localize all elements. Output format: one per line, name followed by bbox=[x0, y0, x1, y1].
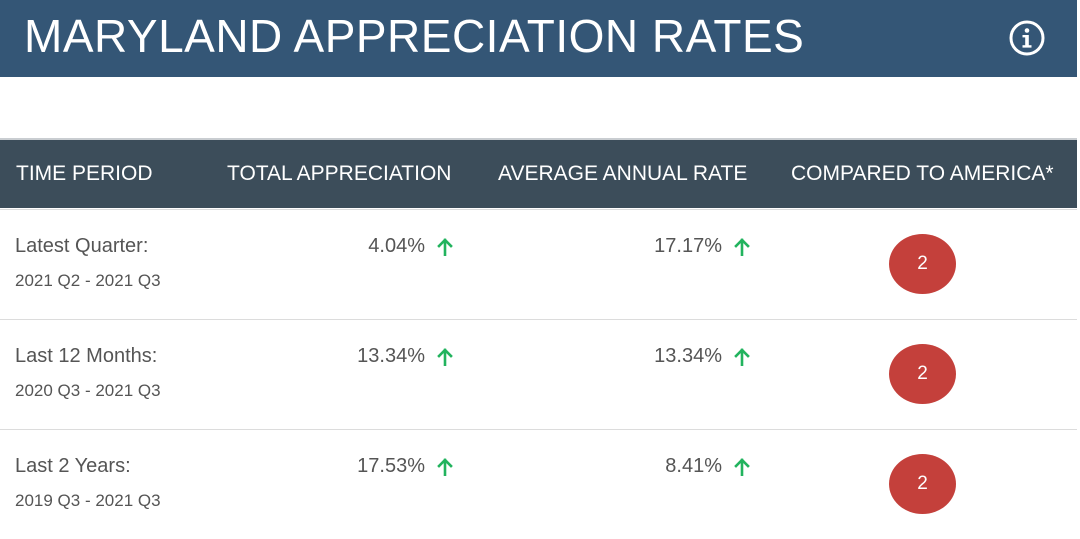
column-header-compared-to-america: COMPARED TO AMERICA* bbox=[791, 162, 1054, 185]
table-header: TIME PERIOD TOTAL APPRECIATION AVERAGE A… bbox=[0, 138, 1077, 208]
average-annual-rate-value: 8.41% bbox=[665, 455, 722, 477]
period-range: 2020 Q3 - 2021 Q3 bbox=[15, 381, 161, 400]
column-header-time-period: TIME PERIOD bbox=[16, 162, 153, 185]
average-annual-rate-value: 13.34% bbox=[654, 345, 722, 367]
arrow-up-icon bbox=[437, 238, 453, 256]
column-header-average-annual-rate: AVERAGE ANNUAL RATE bbox=[498, 162, 748, 185]
period-label: Last 12 Months: bbox=[15, 345, 158, 367]
average-annual-rate-value: 17.17% bbox=[654, 235, 722, 257]
arrow-up-icon bbox=[734, 238, 750, 256]
table-row: Latest Quarter: 2021 Q2 - 2021 Q3 4.04% … bbox=[0, 209, 1077, 319]
period-label: Last 2 Years: bbox=[15, 455, 131, 477]
info-icon[interactable] bbox=[1009, 20, 1045, 56]
arrow-up-icon bbox=[734, 348, 750, 366]
period-label: Latest Quarter: bbox=[15, 235, 149, 257]
period-range: 2019 Q3 - 2021 Q3 bbox=[15, 491, 161, 510]
table-row: Last 2 Years: 2019 Q3 - 2021 Q3 17.53% 8… bbox=[0, 429, 1077, 539]
arrow-up-icon bbox=[437, 348, 453, 366]
rank-badge: 2 bbox=[889, 454, 956, 514]
period-range: 2021 Q2 - 2021 Q3 bbox=[15, 271, 161, 290]
arrow-up-icon bbox=[437, 458, 453, 476]
total-appreciation-value: 4.04% bbox=[368, 235, 425, 257]
column-header-total-appreciation: TOTAL APPRECIATION bbox=[227, 162, 452, 185]
arrow-up-icon bbox=[734, 458, 750, 476]
rank-badge: 2 bbox=[889, 344, 956, 404]
page-title: MARYLAND APPRECIATION RATES bbox=[24, 10, 805, 62]
page-header: MARYLAND APPRECIATION RATES bbox=[0, 0, 1077, 77]
rank-badge: 2 bbox=[889, 234, 956, 294]
total-appreciation-value: 17.53% bbox=[357, 455, 425, 477]
total-appreciation-value: 13.34% bbox=[357, 345, 425, 367]
table-row: Last 12 Months: 2020 Q3 - 2021 Q3 13.34%… bbox=[0, 319, 1077, 429]
